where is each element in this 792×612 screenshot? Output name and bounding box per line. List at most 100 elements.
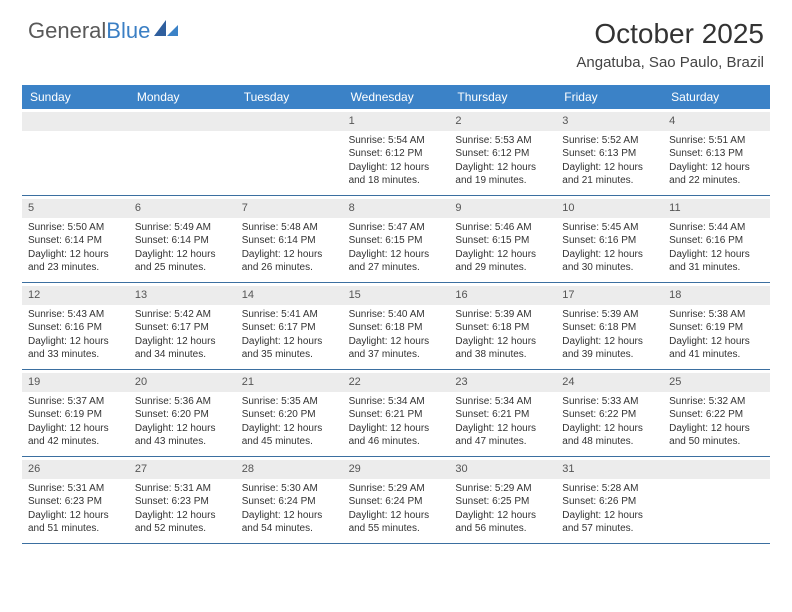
daylight-text: Daylight: 12 hours and 55 minutes. xyxy=(349,509,444,536)
daylight-text: Daylight: 12 hours and 25 minutes. xyxy=(135,248,230,275)
day-number: 5 xyxy=(22,199,129,218)
day-number: 14 xyxy=(236,286,343,305)
day-cell: 7Sunrise: 5:48 AMSunset: 6:14 PMDaylight… xyxy=(236,196,343,282)
sunset-text: Sunset: 6:16 PM xyxy=(562,234,657,248)
sunrise-text: Sunrise: 5:54 AM xyxy=(349,134,444,148)
day-header-row: Sunday Monday Tuesday Wednesday Thursday… xyxy=(22,85,770,109)
day-cell: 18Sunrise: 5:38 AMSunset: 6:19 PMDayligh… xyxy=(663,283,770,369)
day-cell: 8Sunrise: 5:47 AMSunset: 6:15 PMDaylight… xyxy=(343,196,450,282)
sunrise-text: Sunrise: 5:32 AM xyxy=(669,395,764,409)
day-cell: 24Sunrise: 5:33 AMSunset: 6:22 PMDayligh… xyxy=(556,370,663,456)
sunset-text: Sunset: 6:18 PM xyxy=(562,321,657,335)
day-number: 22 xyxy=(343,373,450,392)
sunrise-text: Sunrise: 5:43 AM xyxy=(28,308,123,322)
daylight-text: Daylight: 12 hours and 29 minutes. xyxy=(455,248,550,275)
sunset-text: Sunset: 6:18 PM xyxy=(455,321,550,335)
day-number: 3 xyxy=(556,112,663,131)
sunrise-text: Sunrise: 5:46 AM xyxy=(455,221,550,235)
sunrise-text: Sunrise: 5:33 AM xyxy=(562,395,657,409)
sunset-text: Sunset: 6:16 PM xyxy=(669,234,764,248)
day-number: 2 xyxy=(449,112,556,131)
daylight-text: Daylight: 12 hours and 30 minutes. xyxy=(562,248,657,275)
day-number: 26 xyxy=(22,460,129,479)
sunset-text: Sunset: 6:24 PM xyxy=(349,495,444,509)
daylight-text: Daylight: 12 hours and 56 minutes. xyxy=(455,509,550,536)
day-number: 28 xyxy=(236,460,343,479)
daylight-text: Daylight: 12 hours and 26 minutes. xyxy=(242,248,337,275)
week-row: 1Sunrise: 5:54 AMSunset: 6:12 PMDaylight… xyxy=(22,109,770,196)
day-header: Wednesday xyxy=(343,85,450,109)
sunrise-text: Sunrise: 5:45 AM xyxy=(562,221,657,235)
day-cell: 30Sunrise: 5:29 AMSunset: 6:25 PMDayligh… xyxy=(449,457,556,543)
day-number: 13 xyxy=(129,286,236,305)
day-cell: 25Sunrise: 5:32 AMSunset: 6:22 PMDayligh… xyxy=(663,370,770,456)
day-cell: 1Sunrise: 5:54 AMSunset: 6:12 PMDaylight… xyxy=(343,109,450,195)
daylight-text: Daylight: 12 hours and 19 minutes. xyxy=(455,161,550,188)
day-number: 7 xyxy=(236,199,343,218)
day-header: Friday xyxy=(556,85,663,109)
weeks-container: 1Sunrise: 5:54 AMSunset: 6:12 PMDaylight… xyxy=(22,109,770,544)
sunset-text: Sunset: 6:16 PM xyxy=(28,321,123,335)
sunrise-text: Sunrise: 5:37 AM xyxy=(28,395,123,409)
day-cell: 11Sunrise: 5:44 AMSunset: 6:16 PMDayligh… xyxy=(663,196,770,282)
week-row: 12Sunrise: 5:43 AMSunset: 6:16 PMDayligh… xyxy=(22,283,770,370)
day-cell: 14Sunrise: 5:41 AMSunset: 6:17 PMDayligh… xyxy=(236,283,343,369)
daylight-text: Daylight: 12 hours and 35 minutes. xyxy=(242,335,337,362)
day-header: Saturday xyxy=(663,85,770,109)
sunrise-text: Sunrise: 5:41 AM xyxy=(242,308,337,322)
logo: GeneralBlue xyxy=(28,18,180,44)
day-number xyxy=(22,112,129,131)
day-cell: 16Sunrise: 5:39 AMSunset: 6:18 PMDayligh… xyxy=(449,283,556,369)
daylight-text: Daylight: 12 hours and 45 minutes. xyxy=(242,422,337,449)
sunset-text: Sunset: 6:19 PM xyxy=(28,408,123,422)
day-cell xyxy=(236,109,343,195)
day-cell xyxy=(663,457,770,543)
day-number: 23 xyxy=(449,373,556,392)
day-cell: 27 Sunrise: 5:31 AMSunset: 6:23 PMDayligh… xyxy=(129,457,236,543)
sunset-text: Sunset: 6:25 PM xyxy=(455,495,550,509)
day-cell: 22Sunrise: 5:34 AMSunset: 6:21 PMDayligh… xyxy=(343,370,450,456)
daylight-text: Daylight: 12 hours and 37 minutes. xyxy=(349,335,444,362)
day-cell: 21Sunrise: 5:35 AMSunset: 6:20 PMDayligh… xyxy=(236,370,343,456)
daylight-text: Daylight: 12 hours and 52 minutes. xyxy=(135,509,230,536)
page-title: October 2025 xyxy=(576,18,764,50)
sunrise-text: Sunrise: 5:31 AM xyxy=(28,482,123,496)
sunset-text: Sunset: 6:23 PM xyxy=(28,495,123,509)
sunset-text: Sunset: 6:13 PM xyxy=(669,147,764,161)
sunrise-text: Sunrise: 5:31 AM xyxy=(135,482,230,496)
sunrise-text: Sunrise: 5:34 AM xyxy=(455,395,550,409)
sunset-text: Sunset: 6:12 PM xyxy=(455,147,550,161)
daylight-text: Daylight: 12 hours and 23 minutes. xyxy=(28,248,123,275)
day-header: Sunday xyxy=(22,85,129,109)
sunrise-text: Sunrise: 5:38 AM xyxy=(669,308,764,322)
header: GeneralBlue October 2025 Angatuba, Sao P… xyxy=(0,0,792,77)
sunset-text: Sunset: 6:12 PM xyxy=(349,147,444,161)
day-number: 17 xyxy=(556,286,663,305)
day-number: 8 xyxy=(343,199,450,218)
day-cell: 4Sunrise: 5:51 AMSunset: 6:13 PMDaylight… xyxy=(663,109,770,195)
sunrise-text: Sunrise: 5:47 AM xyxy=(349,221,444,235)
day-number: 25 xyxy=(663,373,770,392)
day-cell: 2Sunrise: 5:53 AMSunset: 6:12 PMDaylight… xyxy=(449,109,556,195)
sunrise-text: Sunrise: 5:29 AM xyxy=(455,482,550,496)
day-cell: 5Sunrise: 5:50 AMSunset: 6:14 PMDaylight… xyxy=(22,196,129,282)
day-number xyxy=(663,460,770,479)
daylight-text: Daylight: 12 hours and 43 minutes. xyxy=(135,422,230,449)
sunrise-text: Sunrise: 5:48 AM xyxy=(242,221,337,235)
daylight-text: Daylight: 12 hours and 39 minutes. xyxy=(562,335,657,362)
day-number: 27 xyxy=(129,460,236,479)
day-number: 4 xyxy=(663,112,770,131)
daylight-text: Daylight: 12 hours and 34 minutes. xyxy=(135,335,230,362)
sunset-text: Sunset: 6:18 PM xyxy=(349,321,444,335)
day-cell: 28Sunrise: 5:30 AMSunset: 6:24 PMDayligh… xyxy=(236,457,343,543)
sunset-text: Sunset: 6:15 PM xyxy=(349,234,444,248)
logo-text-blue: Blue xyxy=(106,18,150,44)
sunset-text: Sunset: 6:23 PM xyxy=(135,495,230,509)
sunset-text: Sunset: 6:21 PM xyxy=(455,408,550,422)
day-number: 15 xyxy=(343,286,450,305)
day-cell: 9Sunrise: 5:46 AMSunset: 6:15 PMDaylight… xyxy=(449,196,556,282)
day-number: 24 xyxy=(556,373,663,392)
location-text: Angatuba, Sao Paulo, Brazil xyxy=(576,54,764,71)
logo-sail-icon xyxy=(154,18,180,44)
day-cell: 20Sunrise: 5:36 AMSunset: 6:20 PMDayligh… xyxy=(129,370,236,456)
